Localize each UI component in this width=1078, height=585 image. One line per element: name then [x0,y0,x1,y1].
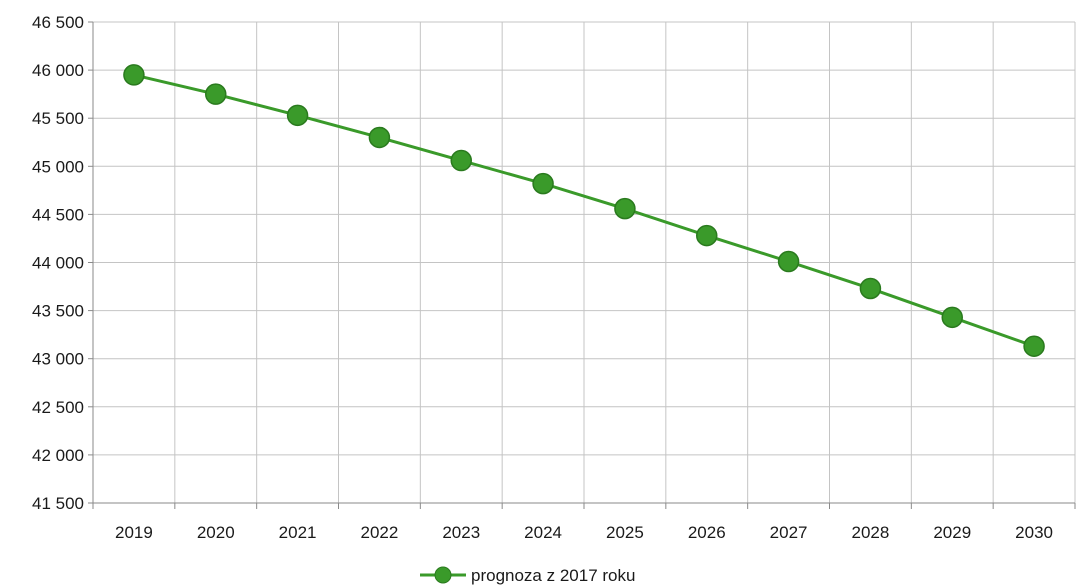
axes [88,21,1076,509]
data-point [286,104,309,127]
x-axis-tick-label: 2030 [1015,523,1053,542]
data-point [941,306,963,329]
x-axis-tick-label: 2028 [852,523,890,542]
data-point [205,83,227,105]
y-axis-tick-label: 41 500 [32,494,84,513]
x-axis-tick-label: 2022 [361,523,399,542]
x-axis-tick-label: 2025 [606,523,644,542]
y-axis-tick-label: 45 000 [32,157,84,176]
data-point [859,277,882,300]
x-axis-tick-label: 2023 [442,523,480,542]
data-point [696,224,718,247]
y-axis-tick-label: 42 500 [32,398,84,417]
x-axis-tick-label: 2019 [115,523,153,542]
x-axis-tick-label: 2027 [770,523,808,542]
x-axis-tick-labels: 2019 2020 2021 2022 2023 2024 2025 2026 2027 2028… [115,523,1053,542]
data-point [368,126,391,149]
data-point [614,197,636,220]
data-point [123,64,145,86]
y-axis-tick-label: 45 500 [32,109,84,128]
y-axis-tick-labels: 41 500 42 000 42 500 43 000 43 500 44 000 44 5… [32,13,84,513]
x-axis-tick-label: 2020 [197,523,235,542]
series-line [133,73,1035,348]
legend: prognoza z 2017 roku [420,566,635,585]
data-point [532,172,554,195]
legend-label: prognoza z 2017 roku [471,566,635,585]
data-point [450,149,472,172]
x-axis-tick-label: 2026 [688,523,726,542]
data-point [777,250,800,273]
x-axis-tick-label: 2024 [524,523,562,542]
y-axis-tick-label: 43 000 [32,350,84,369]
y-axis-tick-label: 46 000 [32,61,84,80]
x-axis-tick-label: 2029 [933,523,971,542]
y-axis-tick-label: 44 000 [32,254,84,273]
legend-marker-swatch [434,566,452,584]
x-axis-tick-label: 2021 [279,523,317,542]
grid [93,21,1076,503]
data-point [1023,335,1045,357]
y-axis-tick-label: 43 500 [32,302,84,321]
y-axis-tick-label: 42 000 [32,446,84,465]
y-axis-tick-label: 46 500 [32,13,84,32]
y-axis-tick-label: 44 500 [32,205,84,224]
series-plot [123,64,1045,357]
